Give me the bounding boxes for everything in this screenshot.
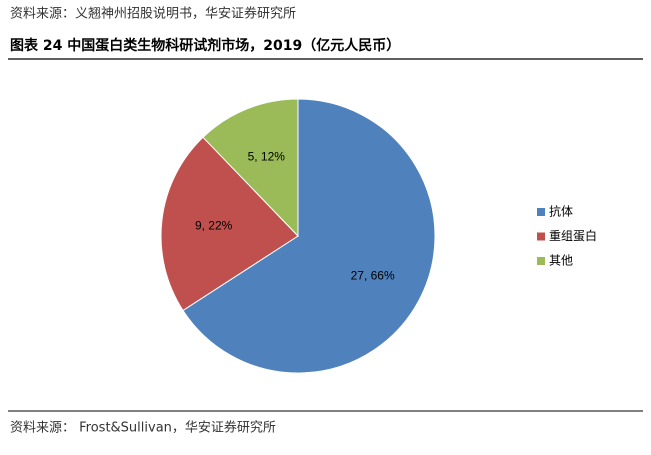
pie-slice (202, 98, 299, 238)
legend-label: 抗体 (549, 204, 573, 219)
legend-label: 重组蛋白 (549, 228, 597, 243)
legend-swatch (537, 257, 545, 265)
legend-swatch (537, 232, 545, 241)
pie-slice (160, 136, 299, 312)
legend-swatch (537, 208, 545, 216)
data-label: 9, 22% (195, 218, 233, 232)
chart-title: 图表 24 中国蛋白类生物科研试剂市场，2019（亿元人民币） (10, 37, 400, 54)
source-note: 资料来源： Frost&Sullivan，华安证券研究所 (10, 420, 276, 436)
data-label: 27, 66% (351, 269, 395, 283)
legend-label: 其他 (549, 254, 573, 268)
top-note: 资料来源：义翘神州招股说明书，华安证券研究所 (10, 6, 296, 22)
pie-slice (182, 98, 436, 374)
data-label: 5, 12% (248, 149, 286, 163)
